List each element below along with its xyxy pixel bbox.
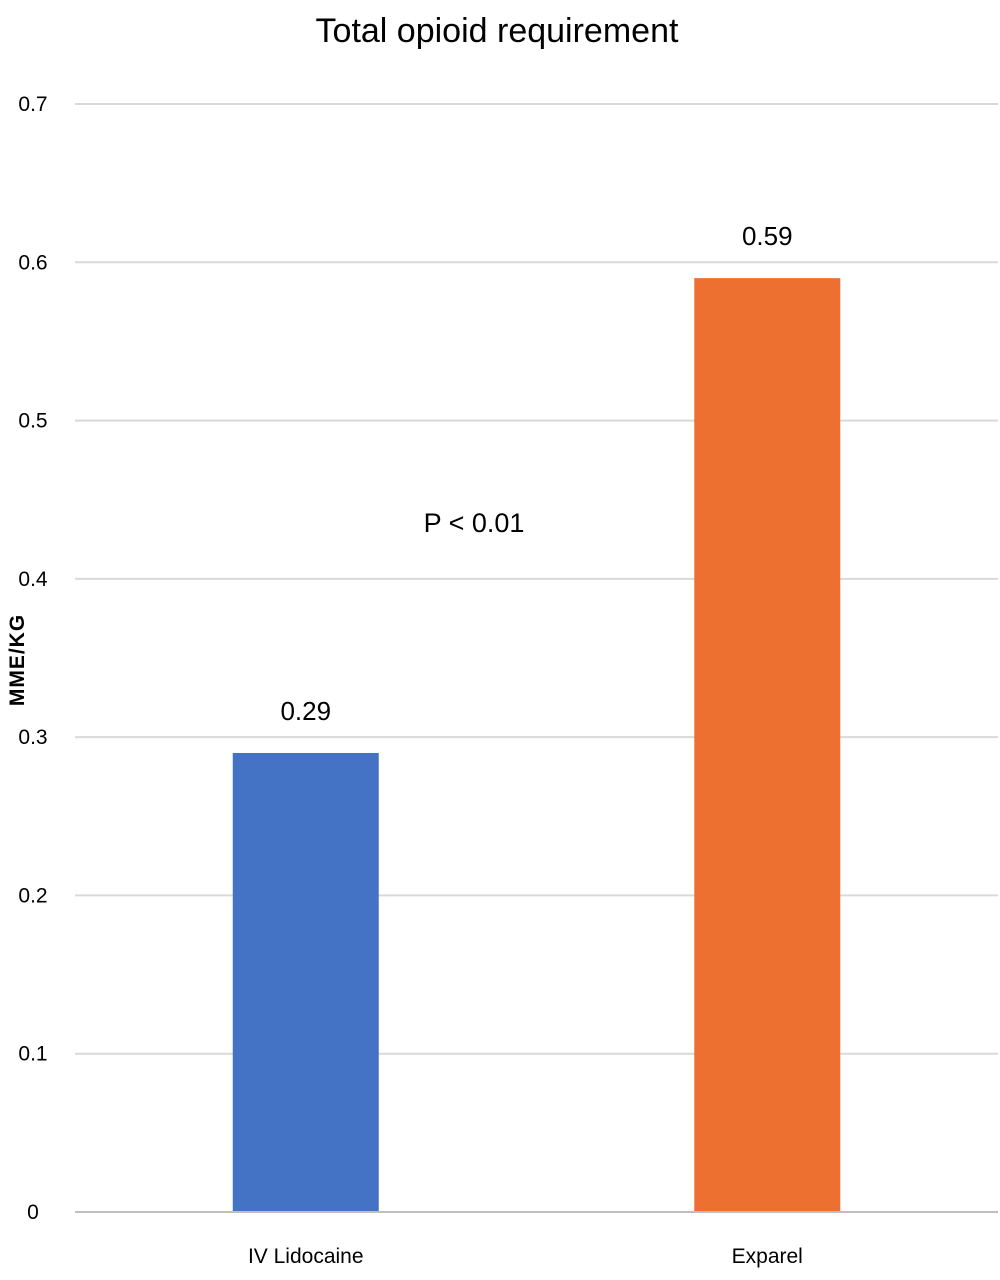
- y-axis-ticks: 0 0.1 0.2 0.3 0.4 0.5 0.6 0.7: [18, 93, 48, 1224]
- p-value-annotation: P < 0.01: [424, 508, 525, 538]
- y-tick-label: 0.4: [18, 568, 48, 591]
- data-label: 0.59: [742, 221, 793, 251]
- y-tick-label: 0.3: [18, 726, 47, 749]
- data-labels: 0.29 0.59: [280, 221, 792, 726]
- x-axis-categories: IV Lidocaine Exparel: [248, 1245, 803, 1268]
- bars: [232, 278, 841, 1213]
- gridlines: [75, 103, 998, 1055]
- y-tick-label: 0.1: [18, 1043, 47, 1066]
- bar: [694, 278, 841, 1213]
- chart-title: Total opioid requirement: [316, 12, 679, 50]
- data-label: 0.29: [280, 696, 331, 726]
- y-tick-label: 0: [27, 1201, 39, 1224]
- y-tick-label: 0.7: [18, 93, 47, 116]
- x-category-label: IV Lidocaine: [248, 1245, 364, 1268]
- y-tick-label: 0.5: [18, 410, 47, 433]
- bar: [232, 752, 379, 1212]
- x-category-label: Exparel: [732, 1245, 803, 1268]
- y-tick-label: 0.2: [18, 884, 47, 907]
- y-tick-label: 0.6: [18, 251, 47, 274]
- y-axis-label: MME/KG: [6, 614, 29, 706]
